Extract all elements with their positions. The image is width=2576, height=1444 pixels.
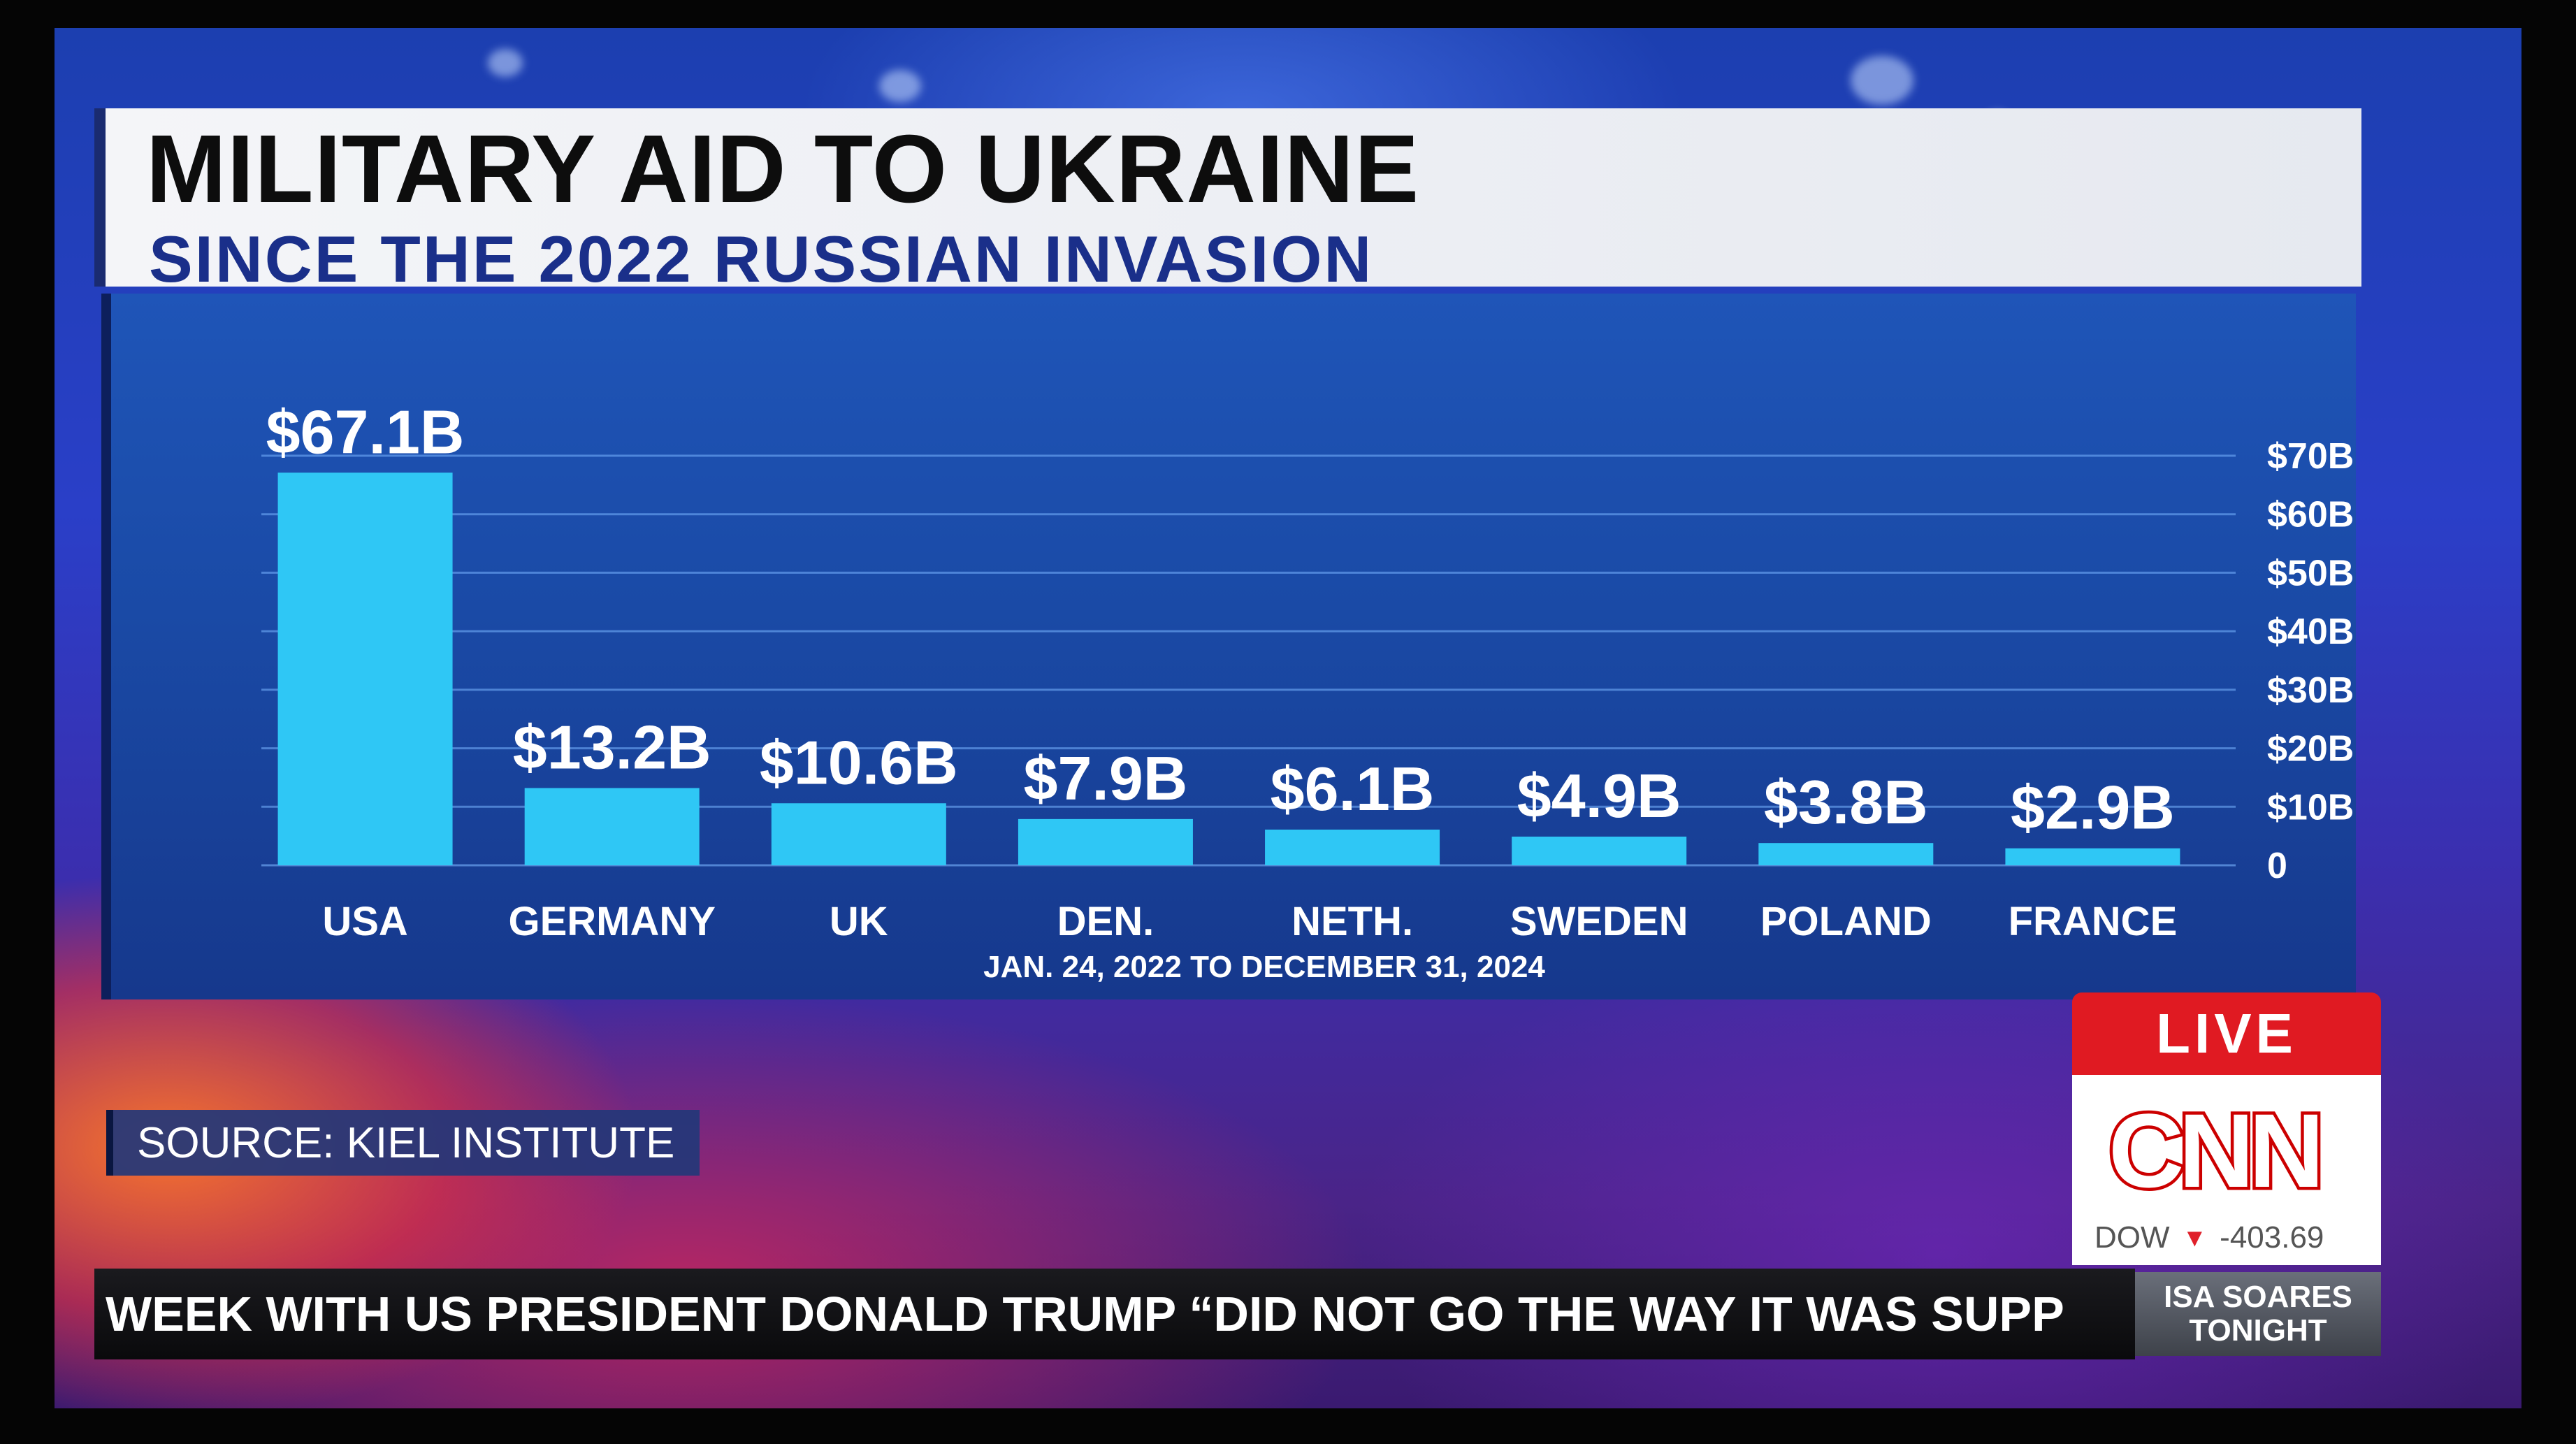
data-label: $7.9B bbox=[1024, 744, 1188, 813]
y-tick-label: $40B bbox=[2267, 612, 2354, 652]
data-label: $3.8B bbox=[1764, 767, 1928, 837]
bar bbox=[1758, 843, 1934, 865]
x-tick-label: GERMANY bbox=[508, 899, 715, 944]
show-title: TONIGHT bbox=[2189, 1313, 2327, 1348]
live-bug: LIVE CNN DOW ▼ -403.69 bbox=[2072, 992, 2381, 1265]
data-label: $13.2B bbox=[513, 712, 711, 781]
data-label: $10.6B bbox=[760, 728, 958, 797]
y-tick-label: 0 bbox=[2267, 846, 2287, 886]
city-light bbox=[1851, 56, 1913, 105]
y-tick-label: $70B bbox=[2267, 436, 2354, 477]
market-name: DOW bbox=[2094, 1220, 2170, 1255]
x-tick-label: SWEDEN bbox=[1510, 899, 1688, 944]
y-tick-label: $50B bbox=[2267, 553, 2354, 593]
chart-panel: 0$10B$20B$30B$40B$50B$60B$70BBILLIONS OF… bbox=[101, 294, 2356, 999]
source-label: SOURCE: KIEL INSTITUTE bbox=[137, 1118, 675, 1167]
x-tick-label: FRANCE bbox=[2009, 899, 2178, 944]
date-range-note: JAN. 24, 2022 TO DECEMBER 31, 2024 bbox=[983, 950, 1545, 984]
y-tick-label: $30B bbox=[2267, 670, 2354, 711]
live-banner: LIVE bbox=[2072, 992, 2381, 1075]
bar bbox=[2005, 848, 2180, 865]
live-label: LIVE bbox=[2156, 1002, 2297, 1064]
data-label: $4.9B bbox=[1517, 761, 1681, 830]
show-name-box: ISA SOARES TONIGHT bbox=[2135, 1272, 2381, 1356]
x-tick-label: DEN. bbox=[1057, 899, 1155, 944]
market-change: -403.69 bbox=[2220, 1220, 2324, 1255]
news-ticker: WEEK WITH US PRESIDENT DONALD TRUMP “DID… bbox=[94, 1269, 2135, 1359]
show-host: ISA SOARES bbox=[2164, 1280, 2352, 1314]
bar bbox=[771, 803, 946, 865]
x-tick-label: POLAND bbox=[1760, 899, 1932, 944]
down-triangle-icon: ▼ bbox=[2182, 1223, 2208, 1252]
source-box: SOURCE: KIEL INSTITUTE bbox=[106, 1110, 700, 1176]
data-label: $2.9B bbox=[2011, 773, 2175, 842]
bar bbox=[524, 788, 700, 865]
ticker-text: WEEK WITH US PRESIDENT DONALD TRUMP “DID… bbox=[106, 1287, 2064, 1341]
market-ticker: DOW ▼ -403.69 bbox=[2094, 1220, 2324, 1255]
y-tick-label: $10B bbox=[2267, 787, 2354, 828]
data-label: $67.1B bbox=[266, 397, 465, 466]
bar bbox=[1512, 836, 1687, 865]
title-bar: MILITARY AID TO UKRAINE SINCE THE 2022 R… bbox=[94, 108, 2361, 296]
bar-chart: 0$10B$20B$30B$40B$50B$60B$70BBILLIONS OF… bbox=[261, 397, 2354, 984]
y-tick-label: $60B bbox=[2267, 495, 2354, 535]
data-label: $6.1B bbox=[1271, 754, 1435, 823]
city-light bbox=[488, 49, 523, 77]
x-tick-label: NETH. bbox=[1291, 899, 1413, 944]
x-tick-label: USA bbox=[322, 899, 407, 944]
cnn-logo: CNN bbox=[2106, 1089, 2328, 1213]
bar bbox=[1018, 818, 1193, 865]
bar bbox=[277, 472, 453, 865]
chart-title: MILITARY AID TO UKRAINE bbox=[146, 115, 1420, 223]
chart-subtitle: SINCE THE 2022 RUSSIAN INVASION bbox=[149, 222, 1374, 296]
bar bbox=[1265, 829, 1440, 865]
network-logo-panel: CNN DOW ▼ -403.69 bbox=[2072, 1075, 2381, 1265]
y-tick-label: $20B bbox=[2267, 729, 2354, 770]
x-tick-label: UK bbox=[830, 899, 888, 944]
city-light bbox=[879, 70, 921, 102]
